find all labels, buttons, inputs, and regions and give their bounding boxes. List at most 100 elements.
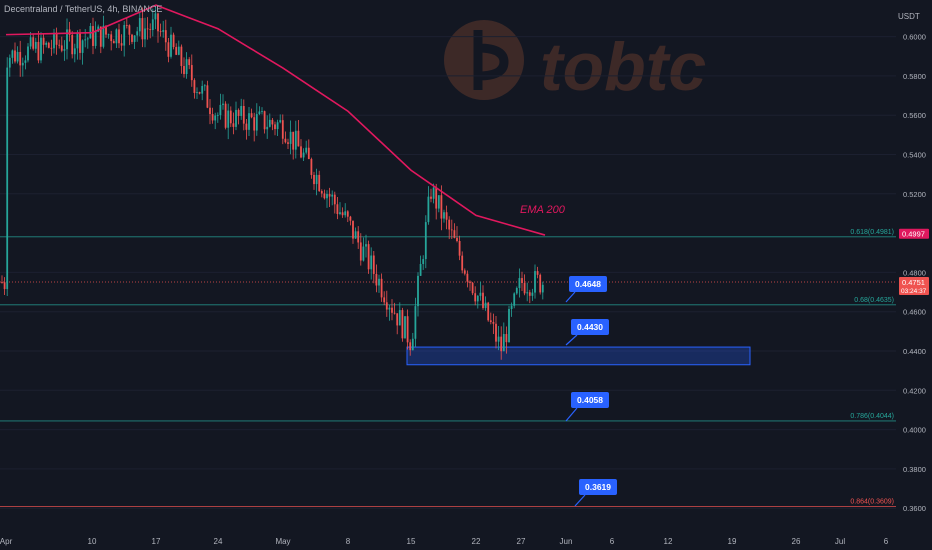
candle-body bbox=[216, 115, 219, 116]
x-tick-label: 26 bbox=[792, 537, 801, 546]
candle-body bbox=[497, 336, 500, 342]
candle-body bbox=[432, 187, 435, 199]
callouts: 0.4648 0.4430 0.4058 0.3619 bbox=[565, 276, 617, 507]
candle-body bbox=[287, 142, 289, 144]
candle-body bbox=[3, 282, 6, 290]
candle-body bbox=[73, 48, 76, 55]
fib-level-label: 0.786(0.4044) bbox=[850, 413, 894, 420]
candle-body bbox=[60, 45, 63, 51]
candle-body bbox=[50, 47, 53, 49]
candle-body bbox=[458, 241, 461, 256]
candle-body bbox=[492, 322, 495, 324]
candle-body bbox=[47, 42, 50, 48]
candle-body bbox=[424, 222, 427, 260]
candle-body bbox=[318, 174, 321, 192]
fib-level-label: 0.68(0.4635) bbox=[854, 297, 894, 304]
candle-body bbox=[354, 231, 357, 239]
price-tag bbox=[899, 228, 929, 239]
ema-label: EMA 200 bbox=[520, 204, 566, 216]
y-tick-label: 0.5600 bbox=[903, 111, 926, 120]
x-tick-label: 6 bbox=[884, 537, 889, 546]
candle-body bbox=[274, 124, 276, 130]
candle-body bbox=[214, 115, 217, 121]
candle-body bbox=[268, 119, 271, 127]
candle-body bbox=[206, 85, 209, 108]
candle-body bbox=[258, 111, 261, 115]
candle-body bbox=[427, 196, 430, 223]
candle-body bbox=[99, 26, 102, 47]
candle-body bbox=[276, 122, 279, 130]
candle-body bbox=[333, 194, 336, 205]
candle-body bbox=[404, 316, 406, 339]
candle-body bbox=[248, 113, 250, 130]
candle-body bbox=[443, 212, 445, 219]
candle-body bbox=[201, 86, 204, 94]
candle-body bbox=[102, 25, 105, 47]
candle-body bbox=[440, 195, 443, 219]
candle-body bbox=[53, 32, 55, 49]
callout-box bbox=[571, 392, 609, 408]
candle-body bbox=[279, 120, 282, 123]
candle-body bbox=[183, 66, 185, 75]
y-tick-label: 0.4800 bbox=[903, 268, 926, 277]
x-tick-label: 8 bbox=[346, 537, 351, 546]
candle-body bbox=[450, 229, 453, 231]
y-tick-label: 0.4200 bbox=[903, 386, 926, 395]
candle-body bbox=[198, 92, 201, 94]
candle-body bbox=[437, 195, 440, 209]
candle-body bbox=[40, 37, 42, 61]
candle-body bbox=[284, 138, 287, 143]
candle-body bbox=[1, 282, 3, 283]
candle-body bbox=[513, 293, 516, 306]
candle-body bbox=[115, 29, 118, 44]
candle-body bbox=[242, 106, 245, 124]
candle-body bbox=[471, 282, 474, 294]
candle-body bbox=[422, 259, 425, 264]
candle-body bbox=[380, 278, 383, 298]
candle-body bbox=[219, 104, 222, 116]
candle-body bbox=[398, 310, 401, 326]
callout-label: 0.3619 bbox=[585, 482, 611, 492]
candle-body bbox=[19, 51, 22, 66]
symbol-title[interactable]: Decentraland / TetherUS, 4h, BINANCE bbox=[4, 4, 163, 14]
candle-body bbox=[245, 123, 248, 130]
candle-body bbox=[27, 46, 29, 61]
candle-body bbox=[359, 242, 362, 261]
candle-body bbox=[180, 46, 183, 67]
candle-body bbox=[222, 103, 224, 105]
price-axis[interactable]: 0.6000 0.5800 0.5600 0.5400 0.5200 0.4800 0.46… bbox=[899, 33, 929, 514]
y-tick-label: 0.4600 bbox=[903, 308, 926, 317]
time-axis[interactable]: Apr 10 17 24 May 8 15 22 27 Jun 6 12 19 26 Jul 6 bbox=[0, 537, 889, 546]
x-tick-label: Jul bbox=[835, 537, 845, 546]
candle-body bbox=[58, 44, 61, 46]
candle-body bbox=[388, 307, 391, 310]
candle-body bbox=[523, 283, 526, 294]
tobtc-logo-icon bbox=[444, 20, 524, 100]
candle-body bbox=[172, 34, 175, 48]
candle-body bbox=[24, 60, 27, 63]
candle-body bbox=[136, 31, 139, 36]
candle-body bbox=[313, 174, 315, 185]
candle-body bbox=[105, 25, 107, 35]
candle-body bbox=[307, 147, 310, 160]
candle-body bbox=[417, 275, 419, 307]
candle-body bbox=[419, 263, 422, 276]
x-tick-label: Apr bbox=[0, 537, 13, 546]
candle-body bbox=[383, 297, 386, 303]
candle-body bbox=[294, 130, 297, 150]
watermark: tobtc bbox=[444, 20, 706, 105]
candle-body bbox=[456, 237, 458, 242]
candle-body bbox=[539, 274, 542, 293]
y-tick-label: 0.4000 bbox=[903, 426, 926, 435]
candle-body bbox=[526, 292, 529, 294]
candle-body bbox=[521, 278, 523, 284]
candle-body bbox=[185, 59, 188, 75]
candle-body bbox=[21, 62, 24, 66]
candle-body bbox=[266, 126, 269, 130]
candle-body bbox=[209, 107, 211, 115]
candle-body bbox=[253, 117, 256, 131]
candle-body bbox=[196, 92, 198, 93]
x-tick-label: 10 bbox=[88, 537, 97, 546]
candle-body bbox=[255, 114, 258, 131]
